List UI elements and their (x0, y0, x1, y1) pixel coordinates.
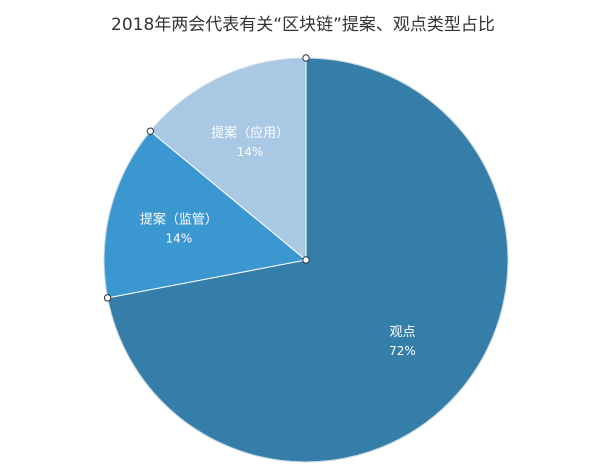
slice-value-label-3: 14% (237, 145, 264, 159)
pie-center-handle[interactable] (302, 256, 310, 264)
slice-label-1: 观点 (389, 325, 415, 340)
chart-title: 2018年两会代表有关“区块链”提案、观点类型占比 (111, 15, 495, 35)
slice-value-label-2: 14% (165, 231, 192, 245)
slice-boundary-handle[interactable] (302, 54, 310, 62)
slice-value-label-1: 72% (389, 344, 416, 358)
slice-boundary-handle[interactable] (103, 294, 112, 302)
pie-labels: 观点 72% 提案（监管） 14% 提案（应用） 14% (140, 125, 416, 358)
slice-label-3: 提案（应用） (211, 125, 289, 141)
slice-boundary-markers (103, 54, 509, 463)
slice-label-2: 提案（监管） (140, 211, 218, 227)
slice-boundary-handle[interactable] (146, 127, 155, 135)
